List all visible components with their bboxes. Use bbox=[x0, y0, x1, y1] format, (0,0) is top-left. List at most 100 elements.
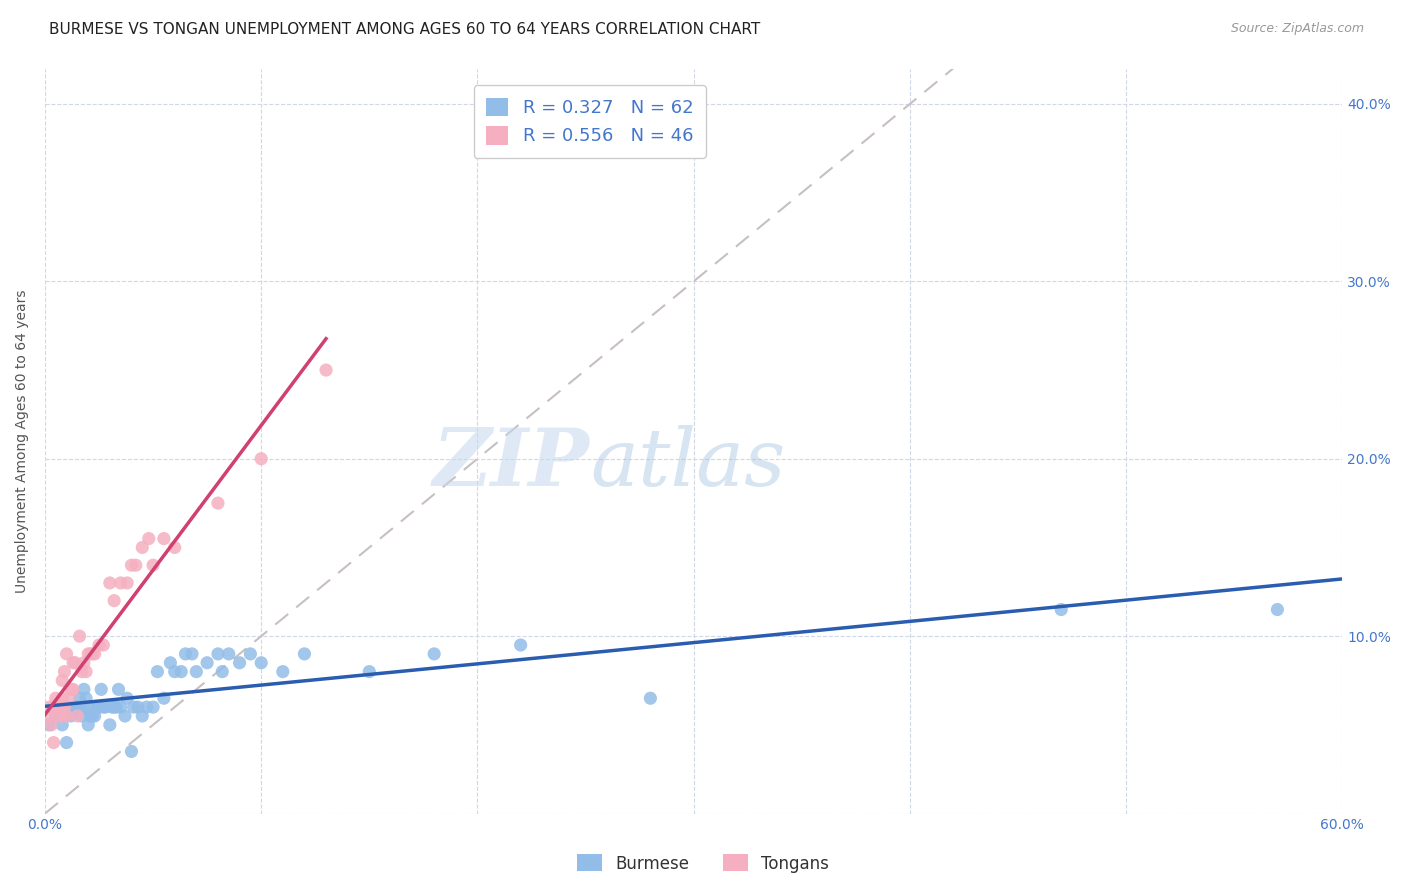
Point bbox=[174, 647, 197, 661]
Point bbox=[294, 647, 316, 661]
Point bbox=[218, 647, 240, 661]
Point bbox=[195, 656, 218, 670]
Point bbox=[207, 496, 229, 510]
Point bbox=[640, 691, 662, 706]
Point bbox=[142, 558, 165, 573]
Point bbox=[146, 665, 169, 679]
Point bbox=[69, 629, 91, 643]
Point bbox=[73, 700, 96, 714]
Point bbox=[211, 665, 233, 679]
Point bbox=[45, 691, 67, 706]
Point bbox=[51, 709, 73, 723]
Point bbox=[42, 700, 65, 714]
Point bbox=[75, 691, 97, 706]
Point bbox=[93, 638, 115, 652]
Point bbox=[181, 647, 204, 661]
Point bbox=[250, 656, 273, 670]
Point bbox=[66, 709, 89, 723]
Point bbox=[120, 558, 142, 573]
Point bbox=[59, 682, 82, 697]
Point bbox=[38, 718, 60, 732]
Point bbox=[41, 718, 63, 732]
Point bbox=[82, 647, 104, 661]
Point bbox=[77, 700, 100, 714]
Point bbox=[98, 718, 121, 732]
Point bbox=[159, 656, 181, 670]
Legend: Burmese, Tongans: Burmese, Tongans bbox=[571, 847, 835, 880]
Point bbox=[62, 700, 84, 714]
Point bbox=[1050, 602, 1073, 616]
Point bbox=[105, 700, 128, 714]
Point bbox=[55, 735, 77, 749]
Point bbox=[107, 682, 129, 697]
Point bbox=[93, 700, 115, 714]
Point bbox=[59, 709, 82, 723]
Point bbox=[70, 665, 93, 679]
Point bbox=[135, 700, 157, 714]
Point bbox=[46, 709, 69, 723]
Point bbox=[153, 532, 176, 546]
Point bbox=[62, 656, 84, 670]
Point bbox=[138, 532, 160, 546]
Point bbox=[163, 665, 186, 679]
Point bbox=[51, 718, 73, 732]
Point bbox=[207, 647, 229, 661]
Point bbox=[509, 638, 531, 652]
Point bbox=[83, 647, 105, 661]
Point bbox=[239, 647, 262, 661]
Point bbox=[79, 647, 101, 661]
Point bbox=[90, 682, 112, 697]
Point bbox=[73, 656, 96, 670]
Point bbox=[49, 700, 72, 714]
Point bbox=[127, 700, 149, 714]
Point bbox=[77, 718, 100, 732]
Point bbox=[66, 700, 89, 714]
Point bbox=[125, 558, 148, 573]
Point bbox=[359, 665, 381, 679]
Point bbox=[86, 700, 108, 714]
Point bbox=[163, 541, 186, 555]
Point bbox=[53, 700, 76, 714]
Point bbox=[186, 665, 208, 679]
Point bbox=[153, 691, 176, 706]
Point bbox=[51, 691, 73, 706]
Point bbox=[110, 576, 132, 591]
Point bbox=[120, 744, 142, 758]
Point bbox=[79, 709, 101, 723]
Point bbox=[46, 700, 69, 714]
Point bbox=[423, 647, 446, 661]
Point bbox=[114, 709, 136, 723]
Point bbox=[142, 700, 165, 714]
Point bbox=[53, 665, 76, 679]
Point bbox=[38, 700, 60, 714]
Point bbox=[65, 656, 87, 670]
Point bbox=[70, 709, 93, 723]
Point bbox=[49, 700, 72, 714]
Point bbox=[69, 691, 91, 706]
Point bbox=[115, 691, 138, 706]
Point bbox=[110, 700, 132, 714]
Point bbox=[103, 700, 125, 714]
Point bbox=[98, 576, 121, 591]
Point bbox=[101, 700, 124, 714]
Point bbox=[115, 576, 138, 591]
Point bbox=[83, 709, 105, 723]
Text: ZIP: ZIP bbox=[433, 425, 591, 502]
Text: Source: ZipAtlas.com: Source: ZipAtlas.com bbox=[1230, 22, 1364, 36]
Point bbox=[122, 700, 145, 714]
Y-axis label: Unemployment Among Ages 60 to 64 years: Unemployment Among Ages 60 to 64 years bbox=[15, 289, 30, 593]
Point bbox=[131, 541, 153, 555]
Point bbox=[55, 700, 77, 714]
Point bbox=[315, 363, 337, 377]
Point bbox=[103, 593, 125, 607]
Point bbox=[250, 451, 273, 466]
Point bbox=[228, 656, 250, 670]
Point bbox=[62, 682, 84, 697]
Point bbox=[45, 709, 67, 723]
Point bbox=[82, 709, 104, 723]
Point bbox=[1267, 602, 1289, 616]
Point bbox=[66, 700, 89, 714]
Point bbox=[51, 673, 73, 688]
Text: BURMESE VS TONGAN UNEMPLOYMENT AMONG AGES 60 TO 64 YEARS CORRELATION CHART: BURMESE VS TONGAN UNEMPLOYMENT AMONG AGE… bbox=[49, 22, 761, 37]
Point bbox=[55, 709, 77, 723]
